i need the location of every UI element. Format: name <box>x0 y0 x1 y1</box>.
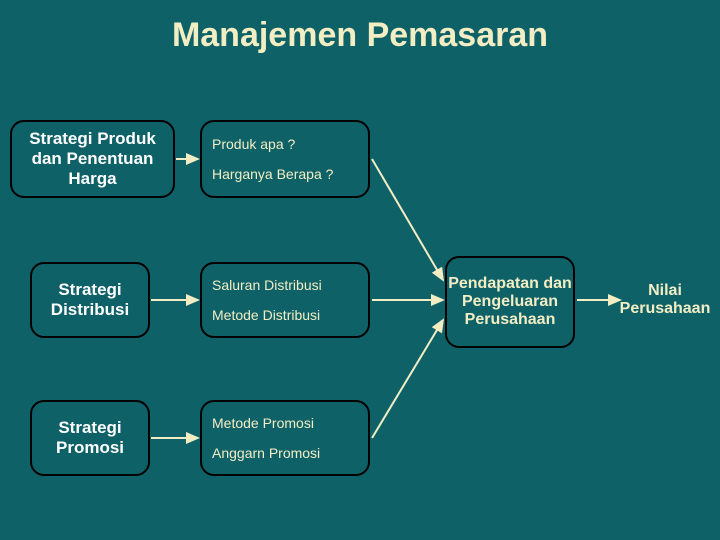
box-strategy-product-label: Strategi Produk dan Penentuan Harga <box>12 129 173 189</box>
q-promo-line1: Metode Promosi <box>212 415 320 431</box>
box-strategy-product: Strategi Produk dan Penentuan Harga <box>10 120 175 198</box>
q-product-line2: Harganya Berapa ? <box>212 166 333 182</box>
box-question-promotion-content: Metode Promosi Anggarn Promosi <box>212 415 320 461</box>
box-strategy-promotion-label: Strategi Promosi <box>32 418 148 458</box>
box-strategy-distribution: Strategi Distribusi <box>30 262 150 338</box>
value-label: Nilai Perusahaan <box>610 270 720 330</box>
arrow <box>372 159 443 280</box>
box-question-promotion: Metode Promosi Anggarn Promosi <box>200 400 370 476</box>
box-question-product-content: Produk apa ? Harganya Berapa ? <box>212 136 333 182</box>
q-dist-line1: Saluran Distribusi <box>212 277 322 293</box>
slide: Manajemen Pemasaran Strategi Produk dan … <box>0 0 720 540</box>
arrow <box>372 320 443 438</box>
box-outcome-label: Pendapatan dan Pengeluaran Perusahaan <box>447 275 573 329</box>
q-dist-line2: Metode Distribusi <box>212 307 322 323</box>
q-product-line1: Produk apa ? <box>212 136 333 152</box>
box-strategy-distribution-label: Strategi Distribusi <box>32 280 148 320</box>
box-question-product: Produk apa ? Harganya Berapa ? <box>200 120 370 198</box>
box-question-distribution-content: Saluran Distribusi Metode Distribusi <box>212 277 322 323</box>
box-outcome: Pendapatan dan Pengeluaran Perusahaan <box>445 256 575 348</box>
box-strategy-promotion: Strategi Promosi <box>30 400 150 476</box>
q-promo-line2: Anggarn Promosi <box>212 445 320 461</box>
slide-title: Manajemen Pemasaran <box>90 16 630 66</box>
value-label-text: Nilai Perusahaan <box>610 282 720 318</box>
box-question-distribution: Saluran Distribusi Metode Distribusi <box>200 262 370 338</box>
